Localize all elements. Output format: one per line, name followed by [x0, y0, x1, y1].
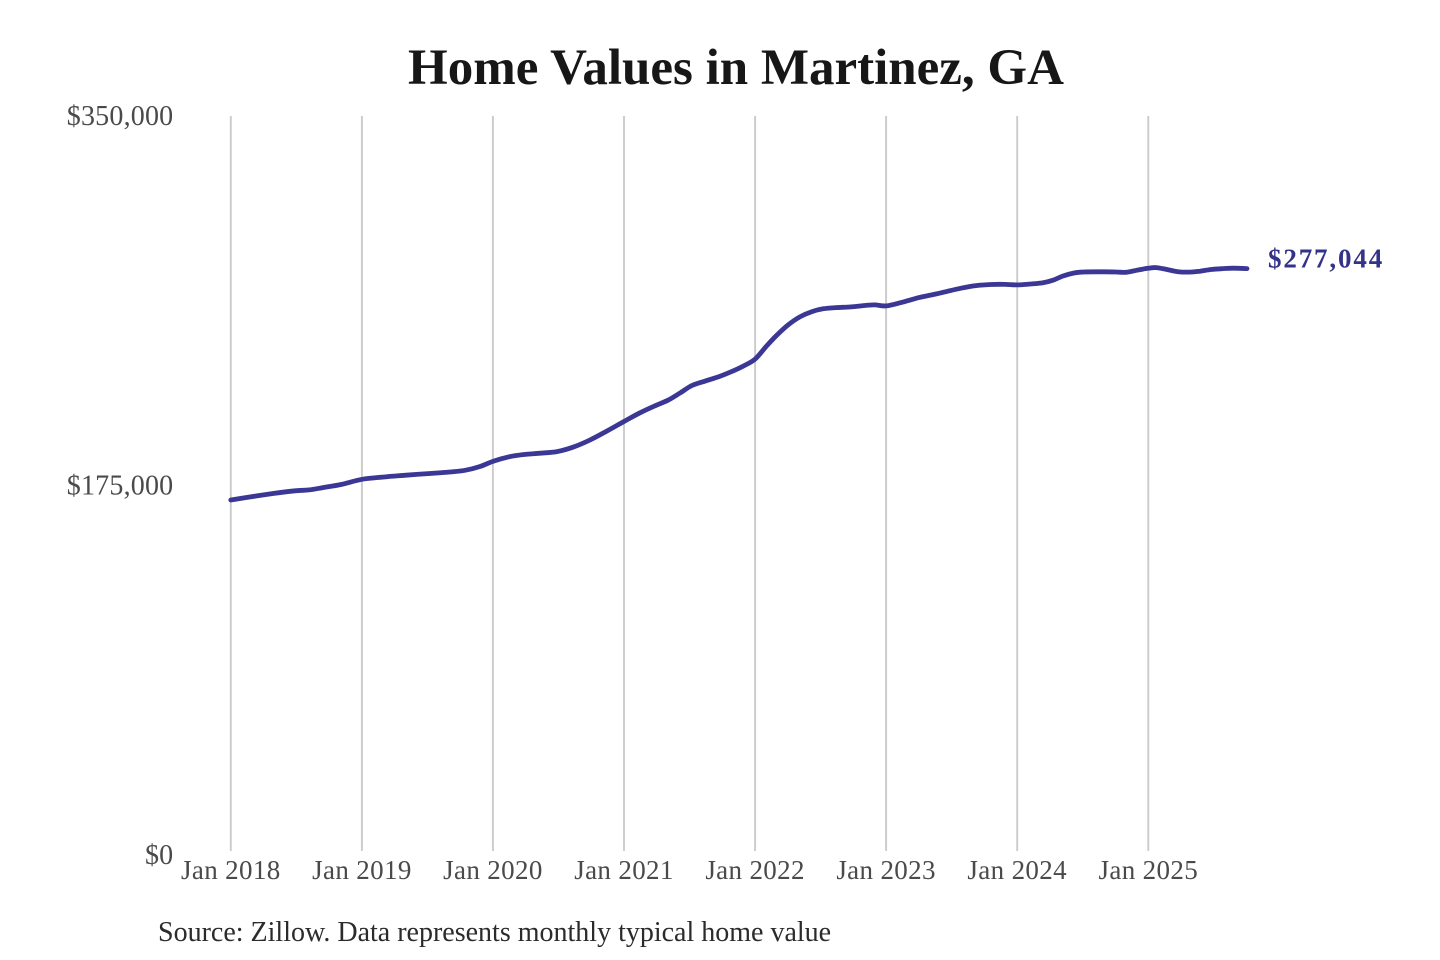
svg-text:$0: $0	[145, 840, 173, 871]
svg-text:Jan 2023: Jan 2023	[836, 855, 936, 885]
svg-text:$350,000: $350,000	[67, 101, 174, 132]
svg-text:Jan 2025: Jan 2025	[1099, 855, 1199, 885]
svg-text:Jan 2019: Jan 2019	[312, 855, 412, 885]
svg-text:Jan 2020: Jan 2020	[443, 855, 543, 885]
svg-text:Home Values in Martinez, GA: Home Values in Martinez, GA	[408, 40, 1064, 96]
svg-text:Source: Zillow. Data represent: Source: Zillow. Data represents monthly …	[158, 917, 831, 948]
svg-text:Jan 2018: Jan 2018	[181, 855, 281, 885]
svg-text:$175,000: $175,000	[67, 470, 174, 501]
svg-text:Jan 2021: Jan 2021	[574, 855, 674, 885]
svg-text:Jan 2022: Jan 2022	[705, 855, 805, 885]
svg-text:Jan 2024: Jan 2024	[967, 855, 1067, 885]
svg-text:$277,044: $277,044	[1268, 244, 1384, 274]
